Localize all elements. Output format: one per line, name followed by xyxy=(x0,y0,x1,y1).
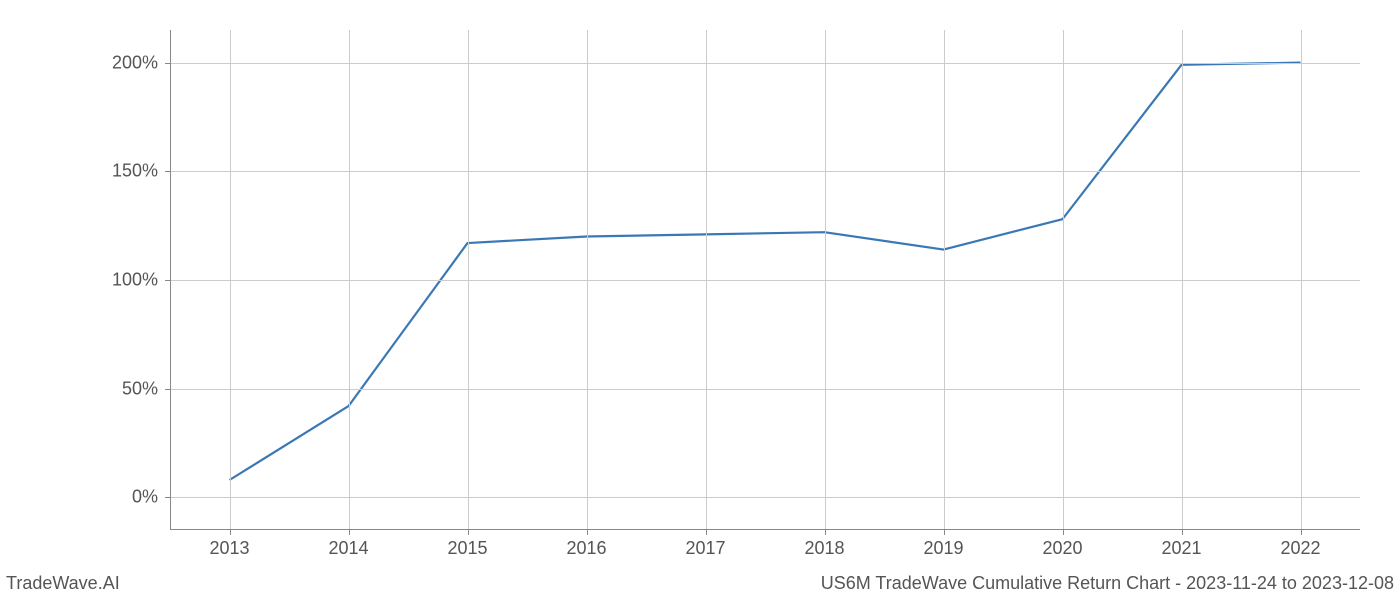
footer-left-text: TradeWave.AI xyxy=(6,573,120,594)
x-tick-mark xyxy=(587,530,588,535)
grid-line-horizontal xyxy=(170,389,1360,390)
x-tick-label: 2018 xyxy=(804,538,844,559)
grid-line-horizontal xyxy=(170,63,1360,64)
x-tick-mark xyxy=(825,530,826,535)
x-tick-mark xyxy=(1063,530,1064,535)
axis-spine-bottom xyxy=(170,529,1360,530)
grid-line-horizontal xyxy=(170,497,1360,498)
x-tick-mark xyxy=(468,530,469,535)
plot-area: 2013201420152016201720182019202020212022… xyxy=(170,30,1360,530)
x-tick-label: 2013 xyxy=(209,538,249,559)
x-tick-mark xyxy=(706,530,707,535)
x-tick-label: 2016 xyxy=(566,538,606,559)
x-tick-label: 2019 xyxy=(923,538,963,559)
y-tick-label: 50% xyxy=(122,378,158,399)
x-tick-mark xyxy=(944,530,945,535)
x-tick-label: 2022 xyxy=(1280,538,1320,559)
y-tick-label: 200% xyxy=(112,52,158,73)
x-tick-mark xyxy=(1301,530,1302,535)
x-tick-label: 2014 xyxy=(328,538,368,559)
y-tick-label: 0% xyxy=(132,487,158,508)
x-tick-label: 2015 xyxy=(447,538,487,559)
x-tick-label: 2017 xyxy=(685,538,725,559)
x-tick-mark xyxy=(1182,530,1183,535)
x-tick-mark xyxy=(230,530,231,535)
y-tick-label: 100% xyxy=(112,270,158,291)
chart-container: 2013 2014 2015 2016 2017 2018 2019 2020 2021 2022… xyxy=(0,0,1400,600)
axis-spine-left xyxy=(170,30,171,530)
y-tick-label: 150% xyxy=(112,161,158,182)
x-tick-label: 2020 xyxy=(1042,538,1082,559)
footer-right-text: US6M TradeWave Cumulative Return Chart -… xyxy=(821,573,1394,594)
x-tick-label: 2021 xyxy=(1161,538,1201,559)
series-line-cumulative_return xyxy=(230,63,1301,480)
grid-line-horizontal xyxy=(170,280,1360,281)
grid-line-horizontal xyxy=(170,171,1360,172)
x-tick-mark xyxy=(349,530,350,535)
